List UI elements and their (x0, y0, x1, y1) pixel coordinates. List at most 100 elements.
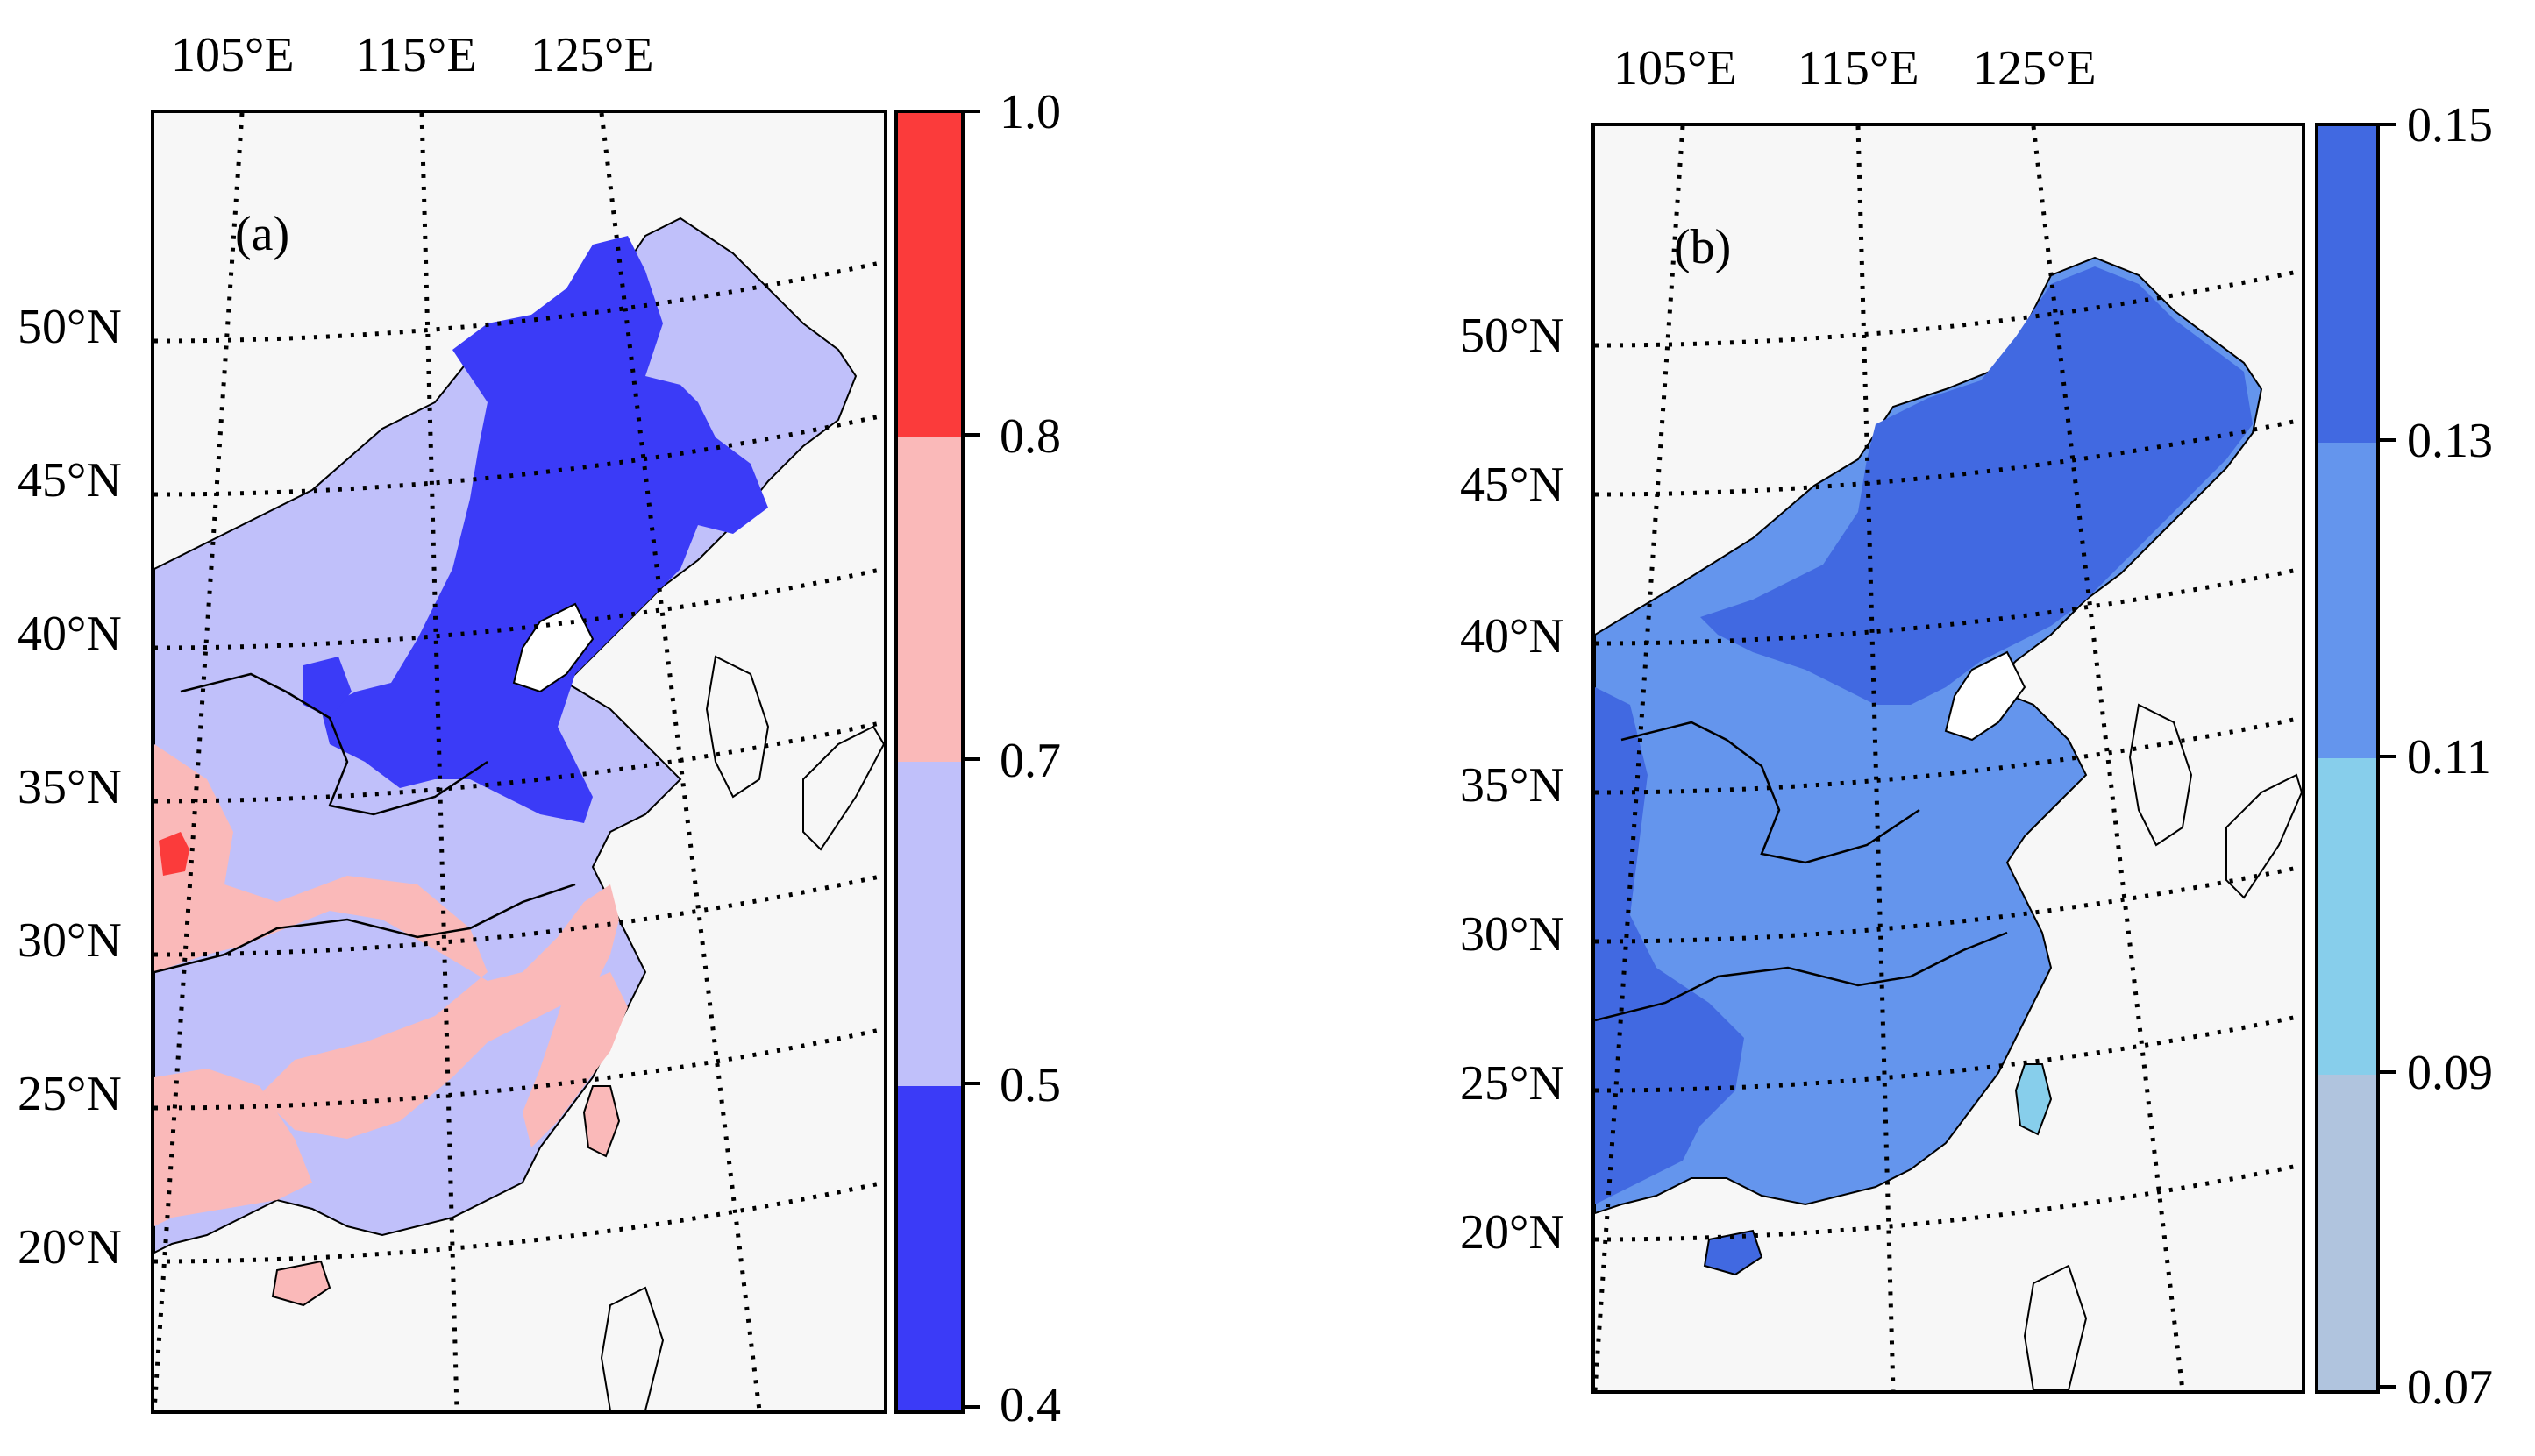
colorbar-a-tick-2 (961, 757, 980, 761)
meridian-115e-a (419, 113, 459, 1410)
map-a-svg (154, 113, 884, 1410)
colorbar-b-tick-4 (2376, 1385, 2396, 1389)
lon-label-115e: 115°E (355, 28, 477, 82)
colorbar-a (894, 110, 965, 1414)
parallel-30n-a (154, 873, 884, 957)
panel-b: 105°E 115°E 125°E 50°N 45°N 40°N 35°N 30… (1267, 0, 2535, 1456)
meridian-125e-b (2031, 126, 2185, 1390)
colorbar-a-seg-1 (898, 437, 961, 762)
lon-label-105e: 105°E (1613, 41, 1737, 96)
lat-label-30n: 30°N (18, 913, 122, 968)
colorbar-a-seg-3 (898, 1086, 961, 1410)
colorbar-b-seg-3 (2318, 1074, 2376, 1390)
map-frame-a: (a) (151, 110, 887, 1414)
panel-label-a: (a) (235, 207, 290, 261)
river-yellow-b (1620, 721, 1920, 864)
colorbar-b (2315, 123, 2380, 1394)
sea-bohai-b (1944, 650, 2026, 742)
parallel-50n-a (154, 259, 884, 344)
colorbar-a-tick-0 (961, 110, 980, 113)
sea-bohai-a (512, 602, 595, 693)
island-hainan-a (271, 1260, 331, 1307)
colorbar-a-seg-2 (898, 762, 961, 1086)
colorbar-b-label-2: 0.11 (2407, 730, 2491, 785)
lon-label-105e: 105°E (171, 28, 295, 82)
lat-label-35n: 35°N (18, 760, 122, 814)
lon-label-125e: 125°E (1973, 41, 2097, 96)
river-yellow-a (180, 672, 488, 816)
colorbar-b-label-1: 0.13 (2407, 414, 2493, 468)
colorbar-a-label-3: 0.5 (1000, 1058, 1061, 1112)
map-frame-b: (b) (1591, 123, 2305, 1394)
lat-label-35n: 35°N (1460, 758, 1564, 813)
parallel-50n-b (1595, 268, 2302, 348)
colorbar-a-tick-4 (961, 1405, 980, 1409)
lat-label-50n: 50°N (18, 300, 122, 354)
japan-outline-b (2225, 773, 2302, 899)
colorbar-a-label-4: 0.4 (1000, 1378, 1061, 1432)
parallel-45n-a (154, 413, 884, 497)
panel-a: 105°E 115°E 125°E 50°N 45°N 40°N 35°N 30… (0, 0, 1267, 1456)
meridian-115e-b (1855, 126, 1896, 1390)
colorbar-b-label-4: 0.07 (2407, 1360, 2493, 1415)
colorbar-b-tick-3 (2376, 1070, 2396, 1074)
lat-label-20n: 20°N (18, 1220, 122, 1275)
colorbar-b-seg-2 (2318, 758, 2376, 1075)
region-blue-northeast-a (321, 236, 768, 823)
colorbar-b-tick-0 (2376, 123, 2396, 126)
parallel-35n-b (1595, 715, 2302, 795)
colorbar-a-seg-0 (898, 113, 961, 437)
colorbar-b-seg-0 (2318, 126, 2376, 443)
lat-label-45n: 45°N (1460, 458, 1564, 512)
colorbar-b-label-0: 0.15 (2407, 98, 2493, 153)
region-dark-northeast-b (1700, 266, 2253, 705)
colorbar-a-label-0: 1.0 (1000, 85, 1061, 139)
region-pink-south-a (154, 744, 619, 1139)
meridian-105e-b (1595, 126, 1685, 1390)
island-taiwan-a (582, 1085, 621, 1158)
lat-label-30n: 30°N (1460, 907, 1564, 962)
lat-label-25n: 25°N (1460, 1056, 1564, 1111)
parallel-45n-b (1595, 417, 2302, 497)
colorbar-b-label-3: 0.09 (2407, 1046, 2493, 1100)
map-b-svg (1595, 126, 2302, 1390)
parallel-35n-a (154, 720, 884, 804)
colorbar-b-tick-2 (2376, 755, 2396, 758)
colorbar-b-seg-1 (2318, 442, 2376, 758)
region-dark-southwest-b (1595, 687, 1744, 1204)
parallel-20n-a (154, 1180, 884, 1264)
parallel-25n-a (154, 1026, 884, 1111)
japan-outline-a (802, 725, 884, 851)
colorbar-a-tick-3 (961, 1082, 980, 1085)
lat-label-20n: 20°N (1460, 1205, 1564, 1260)
parallel-20n-b (1595, 1162, 2302, 1242)
river-yangtze-b (1595, 931, 2008, 1022)
region-blue-spot-a (303, 657, 352, 718)
parallel-25n-b (1595, 1013, 2302, 1093)
lat-label-25n: 25°N (18, 1067, 122, 1121)
kalimantan-outline-b (2023, 1264, 2088, 1390)
parallel-40n-a (154, 566, 884, 650)
lat-label-40n: 40°N (18, 607, 122, 661)
parallel-30n-b (1595, 864, 2302, 944)
parallel-40n-b (1595, 566, 2302, 646)
lat-label-40n: 40°N (1460, 609, 1564, 664)
colorbar-b-tick-1 (2376, 438, 2396, 442)
colorbar-a-tick-1 (961, 433, 980, 437)
lon-label-125e: 125°E (530, 28, 654, 82)
panel-label-b: (b) (1674, 220, 1732, 274)
region-red-spot-a (159, 832, 189, 876)
lat-label-50n: 50°N (1460, 309, 1564, 363)
island-taiwan-b (2014, 1063, 2053, 1136)
lon-label-115e: 115°E (1798, 41, 1919, 96)
colorbar-a-label-1: 0.8 (1000, 409, 1061, 464)
river-yangtze-a (154, 883, 576, 974)
region-pink-coast-a (523, 972, 628, 1147)
island-hainan-b (1703, 1229, 1763, 1276)
korea-outline-b (2128, 703, 2193, 847)
colorbar-a-label-2: 0.7 (1000, 734, 1061, 788)
korea-outline-a (705, 655, 770, 799)
kalimantan-outline-a (600, 1286, 665, 1410)
lat-label-45n: 45°N (18, 453, 122, 508)
